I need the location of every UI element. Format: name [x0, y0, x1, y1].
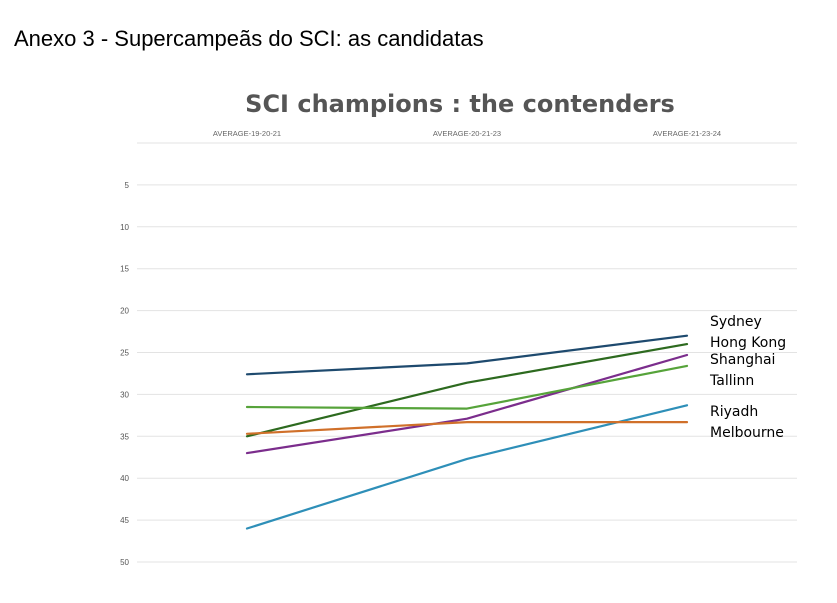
y-tick-label: 15	[120, 265, 129, 274]
x-tick-label: AVERAGE-20-21-23	[433, 129, 501, 138]
y-tick-label: 10	[120, 223, 129, 232]
y-tick-label: 45	[120, 516, 129, 525]
y-tick-label: 20	[120, 307, 129, 316]
series-label-hong-kong: Hong Kong	[710, 335, 786, 351]
series-label-melbourne: Melbourne	[710, 425, 784, 441]
series-line-tallinn	[245, 364, 689, 410]
series-label-sydney: Sydney	[710, 314, 762, 330]
series-line-hong-kong	[245, 343, 689, 438]
y-tick-label: 5	[125, 181, 130, 190]
y-tick-label: 30	[120, 390, 129, 399]
y-tick-label: 40	[120, 474, 129, 483]
grid	[137, 142, 797, 563]
series-line-shanghai	[245, 353, 689, 455]
document-heading: Anexo 3 - Supercampeãs do SCI: as candid…	[14, 26, 484, 51]
chart-title: SCI champions : the contenders	[245, 90, 675, 118]
y-tick-label: 25	[120, 349, 129, 358]
y-tick-label: 35	[120, 432, 129, 441]
y-tick-label: 50	[120, 558, 129, 567]
series-label-riyadh: Riyadh	[710, 404, 758, 420]
series-line-melbourne	[245, 421, 689, 435]
y-axis-labels: 5 10 15 20 25 30 35 40 45 50	[120, 181, 129, 567]
x-tick-label: AVERAGE-19-20-21	[213, 129, 281, 138]
x-tick-label: AVERAGE-21-23-24	[653, 129, 721, 138]
series-label-shanghai: Shanghai	[710, 352, 775, 368]
series-lines	[245, 334, 689, 530]
series-label-tallinn: Tallinn	[709, 373, 754, 389]
series-line-riyadh	[245, 404, 689, 530]
series-line-sydney	[245, 334, 689, 376]
x-axis-labels: AVERAGE-19-20-21 AVERAGE-20-21-23 AVERAGE-…	[213, 129, 721, 138]
